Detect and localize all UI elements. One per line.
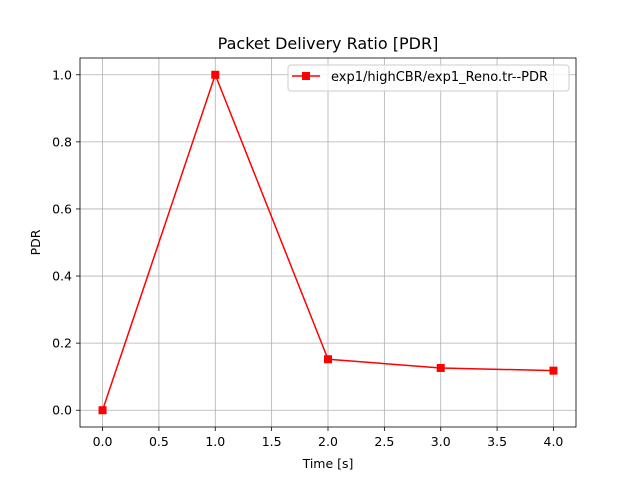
y-tick-label: 0.2 (52, 336, 72, 351)
y-tick-label: 0.0 (52, 403, 72, 418)
x-tick-label: 3.5 (487, 434, 507, 449)
x-tick-label: 4.0 (544, 434, 564, 449)
legend-entry-label: exp1/highCBR/exp1_Reno.tr--PDR (331, 70, 548, 85)
x-tick-label: 1.5 (262, 434, 282, 449)
y-axis-label: PDR (28, 229, 43, 255)
data-point-marker (98, 406, 107, 415)
legend-box (287, 64, 570, 92)
x-tick-label: 0.0 (93, 434, 113, 449)
series-layer (98, 70, 558, 415)
data-point-marker (324, 355, 332, 364)
y-tick-label: 0.8 (52, 134, 72, 149)
x-axis-label: Time [s] (302, 456, 354, 471)
x-tick-label: 3.0 (431, 434, 451, 449)
x-tick-label: 2.5 (374, 434, 394, 449)
x-tick-label: 2.0 (318, 434, 338, 449)
data-point-marker (211, 70, 220, 79)
legend-marker-square (302, 72, 310, 80)
data-point-marker (436, 363, 445, 372)
x-tick-label: 0.5 (149, 434, 169, 449)
plot-frame (79, 57, 577, 428)
y-tick-label: 0.6 (52, 201, 72, 216)
legend: exp1/highCBR/exp1_Reno.tr--PDR (287, 64, 570, 92)
ticks-layer: 0.0 0.5 1.0 1.5 2.0 2.5 3.0 3.5 4.0 0.0 0.2 0.4 0.6 0… (52, 67, 563, 449)
data-point-marker (549, 366, 558, 375)
chart-title: Packet Delivery Ratio [PDR] (218, 34, 439, 53)
x-tick-label: 1.0 (205, 434, 225, 449)
y-tick-label: 0.4 (52, 269, 72, 284)
y-tick-label: 1.0 (52, 67, 72, 82)
